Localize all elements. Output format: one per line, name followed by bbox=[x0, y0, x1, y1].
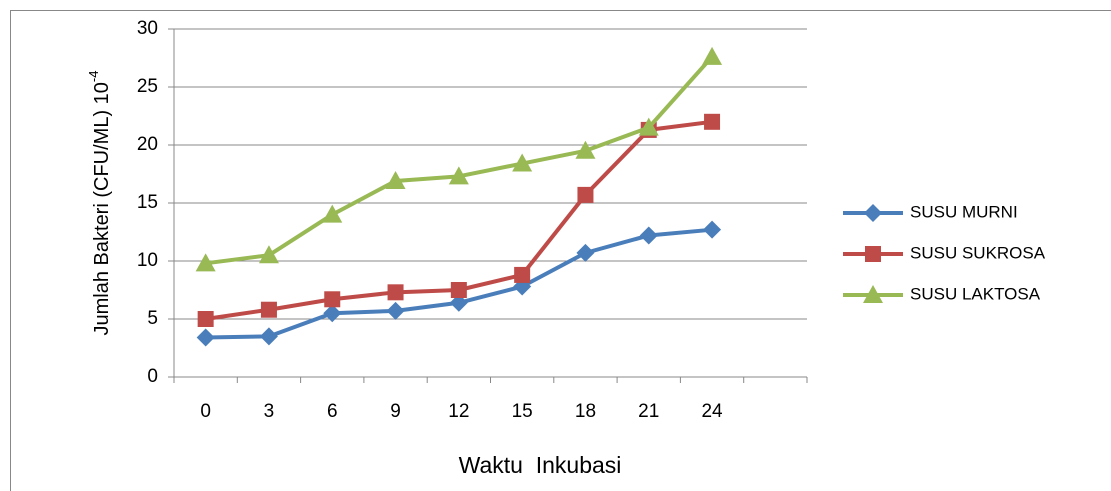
marker bbox=[450, 282, 467, 298]
marker bbox=[576, 243, 595, 262]
x-tick-label: 0 bbox=[200, 401, 211, 422]
y-axis-label-sup: -4 bbox=[86, 71, 101, 83]
marker bbox=[704, 113, 721, 130]
y-tick-label: 5 bbox=[147, 308, 158, 329]
marker bbox=[197, 311, 214, 327]
x-axis-label: Waktu Inkubasi bbox=[459, 452, 622, 478]
marker bbox=[638, 117, 659, 136]
y-tick-label: 20 bbox=[137, 134, 158, 155]
marker bbox=[703, 220, 722, 239]
y-axis-label-main: Jumlah Bakteri (CFU/ML) 10 bbox=[91, 82, 113, 335]
marker bbox=[863, 285, 883, 303]
chart-frame bbox=[10, 10, 1111, 491]
marker bbox=[512, 153, 533, 172]
marker bbox=[865, 246, 881, 262]
marker bbox=[258, 245, 279, 264]
y-tick-label: 0 bbox=[147, 366, 158, 387]
marker bbox=[322, 204, 343, 223]
marker bbox=[702, 46, 723, 65]
marker bbox=[575, 140, 596, 159]
x-tick-label: 15 bbox=[512, 401, 533, 422]
marker bbox=[577, 186, 594, 203]
marker bbox=[387, 284, 404, 301]
x-tick-label: 18 bbox=[575, 401, 596, 422]
marker bbox=[323, 304, 342, 323]
marker bbox=[259, 327, 278, 346]
x-tick-label: 3 bbox=[264, 401, 275, 422]
y-tick-label: 25 bbox=[137, 76, 158, 97]
x-tick-label: 12 bbox=[448, 401, 469, 422]
marker bbox=[639, 226, 658, 245]
marker bbox=[386, 301, 405, 320]
marker bbox=[514, 266, 531, 283]
y-tick-label: 15 bbox=[137, 192, 158, 213]
marker bbox=[449, 293, 468, 312]
legend-label: SUSU SUKROSA bbox=[910, 243, 1046, 262]
y-tick-label: 10 bbox=[137, 250, 158, 271]
marker bbox=[864, 204, 882, 222]
marker bbox=[448, 166, 469, 185]
marker bbox=[195, 253, 216, 272]
marker bbox=[385, 170, 406, 189]
y-tick-label: 30 bbox=[137, 18, 158, 39]
marker bbox=[324, 291, 341, 308]
x-tick-label: 6 bbox=[327, 401, 338, 422]
x-tick-label: 9 bbox=[390, 401, 401, 422]
marker bbox=[196, 328, 215, 347]
marker bbox=[260, 301, 277, 318]
y-axis-label: Jumlah Bakteri (CFU/ML) 10-4 bbox=[86, 71, 113, 336]
x-tick-label: 24 bbox=[701, 401, 723, 422]
x-tick-label: 21 bbox=[638, 401, 659, 422]
legend-label: SUSU LAKTOSA bbox=[910, 284, 1041, 303]
legend-label: SUSU MURNI bbox=[910, 202, 1018, 221]
